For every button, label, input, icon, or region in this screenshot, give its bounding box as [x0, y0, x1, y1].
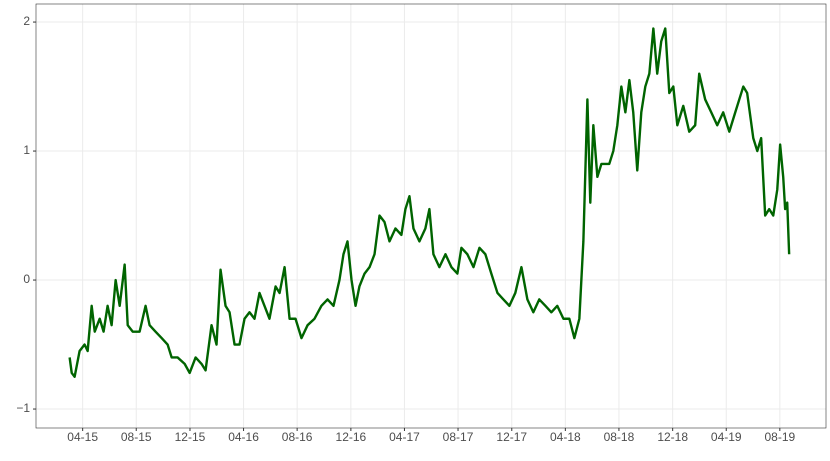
y-tick-label: 1	[23, 143, 30, 157]
x-tick-label: 12-18	[657, 430, 688, 444]
x-tick-label: 08-15	[121, 430, 152, 444]
x-tick-label: 04-15	[67, 430, 98, 444]
panel-border	[35, 3, 827, 429]
x-tick-label: 08-18	[604, 430, 635, 444]
x-tick-label: 12-15	[175, 430, 206, 444]
x-tick-label: 08-17	[443, 430, 474, 444]
x-tick-label: 12-16	[336, 430, 367, 444]
y-tick-label: 2	[23, 14, 30, 28]
y-tick-label: 0	[23, 272, 30, 286]
x-tick-label: 04-16	[228, 430, 259, 444]
x-tick-label: 12-17	[496, 430, 527, 444]
x-tick-label: 04-17	[389, 430, 420, 444]
x-tick-label: 08-16	[282, 430, 313, 444]
y-tick-label: −1	[16, 401, 30, 415]
x-tick-label: 04-19	[711, 430, 742, 444]
x-tick-label: 08-19	[764, 430, 795, 444]
x-tick-label: 04-18	[550, 430, 581, 444]
line-series	[68, 27, 791, 378]
